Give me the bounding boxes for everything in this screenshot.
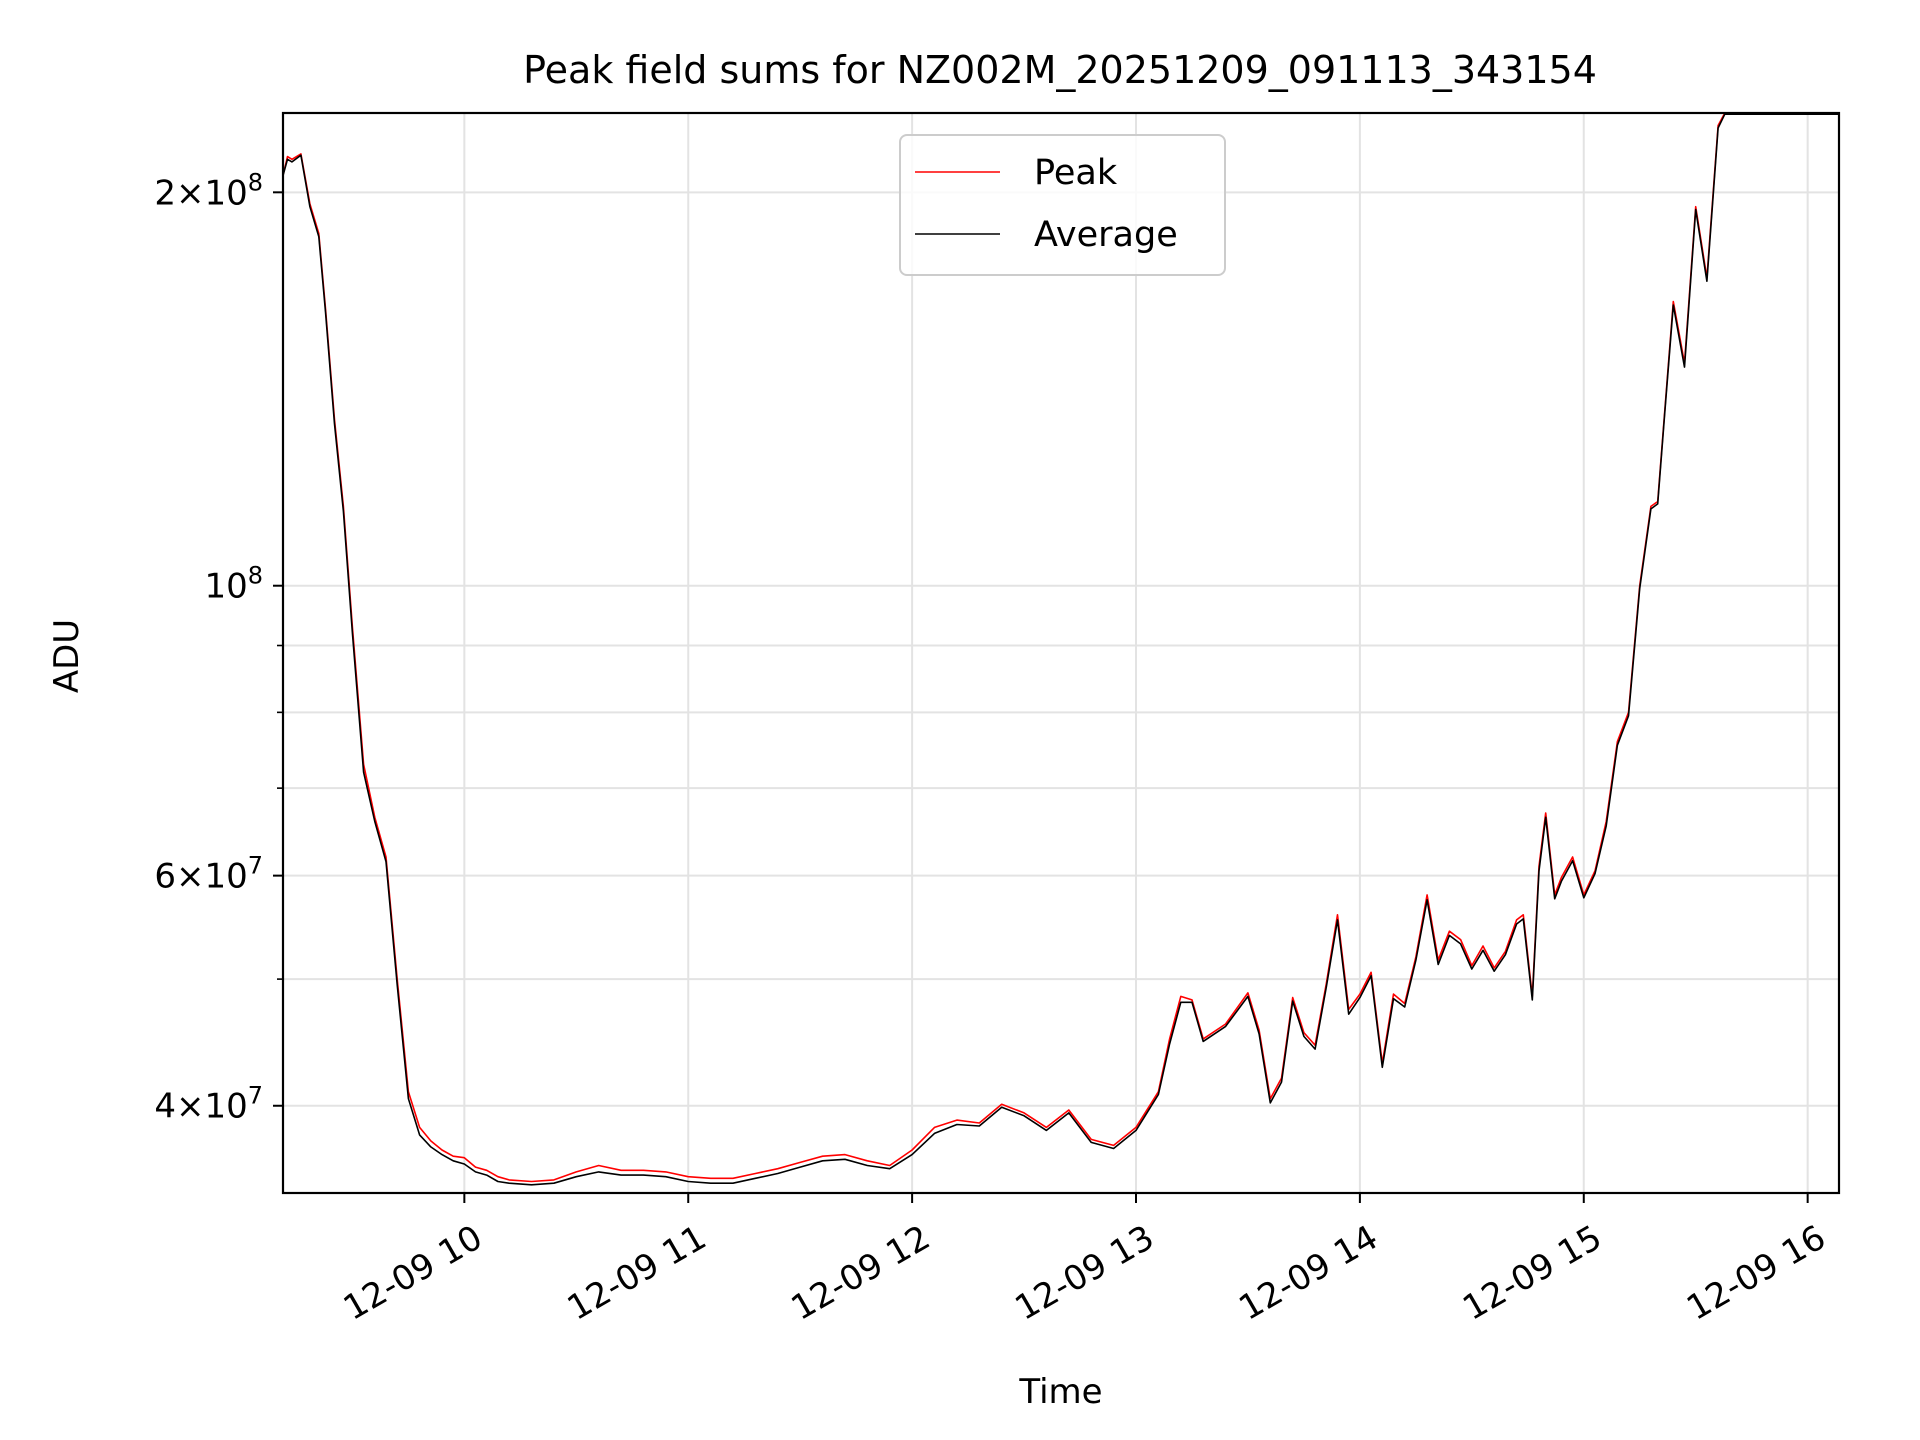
chart-title: Peak field sums for NZ002M_20251209_0911… [523, 48, 1597, 92]
y-tick-label: 108 [204, 562, 263, 607]
y-tick-label: 6×107 [154, 852, 263, 897]
y-tick-label: 2×108 [154, 168, 263, 213]
legend-label-average: Average [1034, 215, 1178, 255]
legend: Peak Average [899, 134, 1226, 276]
y-axis-label: ADU [47, 619, 87, 693]
x-axis-label: Time [1018, 1372, 1102, 1412]
series-line-average [283, 113, 1839, 1186]
plot-area [283, 113, 1839, 1186]
plot-frame [281, 111, 1841, 1195]
y-axis: 4×107 6×107 108 2×108 [154, 168, 283, 1127]
legend-label-peak: Peak [1034, 153, 1118, 193]
legend-box [899, 134, 1226, 276]
series-layer [283, 113, 1839, 1186]
y-tick-label: 4×107 [154, 1082, 263, 1127]
